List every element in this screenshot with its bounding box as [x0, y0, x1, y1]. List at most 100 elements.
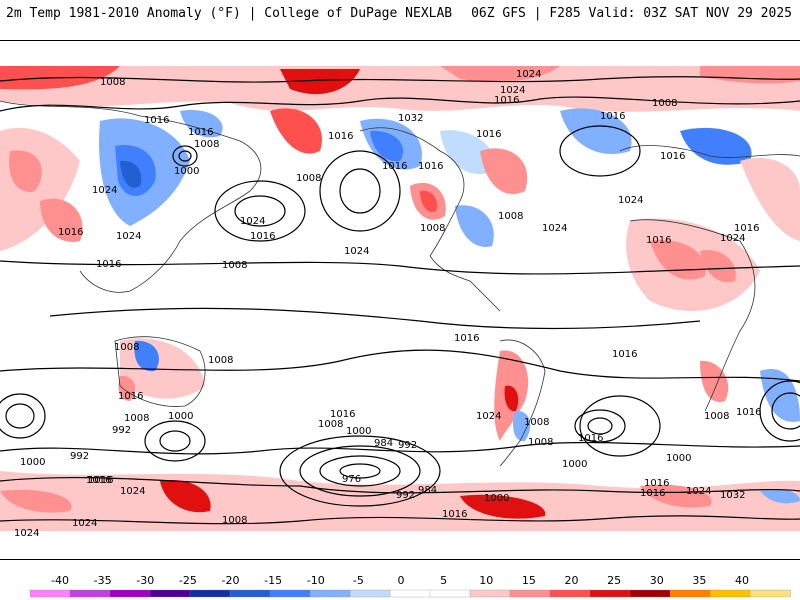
colorbar-tick-label: 40 — [735, 574, 749, 587]
isobar-label: 1016 — [144, 115, 169, 126]
isobar-label: 1024 — [116, 231, 141, 242]
isobar-label: 1008 — [208, 355, 233, 366]
colorbar-swatch — [229, 589, 271, 598]
header: 2m Temp 1981-2010 Anomaly (°F) | College… — [0, 0, 800, 40]
isobar-label: 1024 — [516, 69, 541, 80]
isobar-label: 1024 — [240, 216, 265, 227]
colorbar-tick-label: -10 — [306, 574, 325, 587]
colorbar: -40 -35 -30 -25 -20 -15 -10 -5 0 5 10 15 20 25 30 35 40 — [0, 566, 800, 600]
colorbar-tick-label: -20 — [221, 574, 240, 587]
colorbar-tick-label: -35 — [93, 574, 112, 587]
colorbar-tick-label: 30 — [649, 574, 664, 587]
colorbar-tick-label: 20 — [564, 574, 579, 587]
isobar-label: 1000 — [168, 411, 193, 422]
isobar-label: 976 — [342, 474, 361, 485]
colorbar-swatch — [429, 589, 471, 598]
colorbar-tick-label: -30 — [136, 574, 155, 587]
isobar-label: 1024 — [476, 411, 501, 422]
colorbar-tick-label: 25 — [607, 574, 622, 587]
isobar-label: 1016 — [250, 231, 275, 242]
colorbar-swatch — [509, 589, 551, 598]
isobar-label: 1016 — [494, 95, 519, 106]
isobar-label: 1008 — [704, 411, 729, 422]
colorbar-swatch — [69, 589, 111, 598]
colorbar-swatch — [309, 589, 351, 598]
isobar-label: 992 — [70, 451, 89, 462]
anomaly-map: 1008 1024 1024 1016 1032 1016 1016 1016 … — [0, 41, 800, 559]
isobar-label: 1016 — [58, 227, 83, 238]
isobar-label: 1016 — [454, 333, 479, 344]
map-title: 2m Temp 1981-2010 Anomaly (°F) | College… — [6, 6, 453, 21]
isobar-label: 1008 — [124, 413, 149, 424]
colorbar-tick-label: -25 — [178, 574, 197, 587]
isobar-label: 1008 — [114, 342, 139, 353]
isobar-label: 1016 — [578, 433, 603, 444]
isobar-label: 1008 — [318, 419, 343, 430]
isobar-label: 1008 — [498, 211, 523, 222]
isobar-label: 1008 — [222, 260, 247, 271]
isobar-label: 1016 — [188, 127, 213, 138]
isobar-label: 1024 — [720, 233, 745, 244]
map-panel: 1008 1024 1024 1016 1032 1016 1016 1016 … — [0, 40, 800, 560]
colorbar-swatch — [349, 589, 391, 598]
colorbar-swatch — [189, 589, 231, 598]
isobar-label: 1008 — [528, 437, 553, 448]
isobar-labels: 1008 1024 1024 1016 1032 1016 1016 1016 … — [14, 69, 761, 539]
isobar-label: 1008 — [652, 98, 677, 109]
isobar-label: 1016 — [644, 478, 669, 489]
colorbar-tick-label: -15 — [264, 574, 283, 587]
isobar-label: 1024 — [500, 85, 525, 96]
isobar-label: 1000 — [346, 426, 371, 437]
colorbar-swatch — [469, 589, 511, 598]
isobar-label: 1000 — [20, 457, 45, 468]
isobar-label: 1008 — [100, 77, 125, 88]
isobar-label: 1008 — [194, 139, 219, 150]
isobar-label: 1016 — [382, 161, 407, 172]
isobar-label: 1024 — [542, 223, 567, 234]
isobar-label: 1016 — [600, 111, 625, 122]
isobar-label: 1008 — [222, 515, 247, 526]
isobar-label: 1016 — [88, 475, 113, 486]
isobar-label: 1008 — [524, 417, 549, 428]
isobar-label: 1016 — [86, 475, 111, 486]
colorbar-swatch — [709, 589, 751, 598]
colorbar-swatch — [749, 589, 791, 598]
colorbar-swatch — [149, 589, 191, 598]
colorbar-swatch — [389, 589, 431, 598]
isobar-label: 1008 — [296, 173, 321, 184]
colorbar-tick-label: -5 — [352, 574, 364, 587]
isobar-label: 992 — [398, 440, 417, 451]
isobar-label: 1024 — [14, 528, 39, 539]
model-run-info: 06Z GFS | F285 Valid: 03Z SAT NOV 29 202… — [471, 6, 792, 21]
colorbar-tick-label: 15 — [521, 574, 536, 587]
isobar-label: 1024 — [120, 486, 145, 497]
colorbar-swatches — [29, 589, 791, 598]
isobar-label: 1016 — [734, 223, 759, 234]
isobar-label: 1024 — [344, 246, 369, 257]
colorbar-swatch — [109, 589, 151, 598]
isobar-label: 1016 — [328, 131, 353, 142]
isobar-label: 1008 — [420, 223, 445, 234]
colorbar-swatch — [549, 589, 591, 598]
isobar-label: 1032 — [720, 490, 745, 501]
isobar-label: 1016 — [476, 129, 501, 140]
isobar-label: 1016 — [442, 509, 467, 520]
isobar-label: 1016 — [330, 409, 355, 420]
isobar-label: 992 — [112, 425, 131, 436]
isobar-label: 1000 — [484, 493, 509, 504]
isobar-label: 984 — [374, 438, 393, 449]
colorbar-svg — [29, 589, 791, 598]
coastlines — [0, 100, 800, 467]
colorbar-tick-label: 0 — [397, 574, 405, 587]
isobar-label: 1024 — [618, 195, 643, 206]
isobar-label: 1000 — [666, 453, 691, 464]
colorbar-tick-label: -40 — [51, 574, 69, 587]
isobar-label: 984 — [418, 485, 437, 496]
isobar-label: 1016 — [96, 259, 121, 270]
colorbar-swatch — [269, 589, 311, 598]
isobar-label: 1000 — [174, 166, 199, 177]
isobar-label: 1024 — [686, 486, 711, 497]
isobar-label: 1016 — [418, 161, 443, 172]
anomaly-shading — [0, 66, 800, 531]
isobar-label: 1024 — [92, 185, 117, 196]
